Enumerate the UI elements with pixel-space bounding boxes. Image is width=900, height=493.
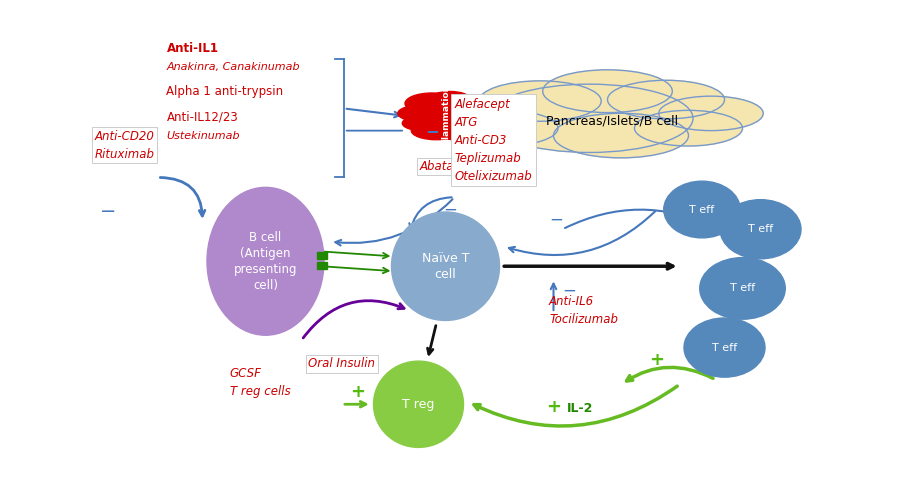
Text: +: + xyxy=(546,398,561,416)
Ellipse shape xyxy=(700,257,785,319)
Text: Anti-IL12/23: Anti-IL12/23 xyxy=(166,111,238,124)
Text: Alpha 1 anti-trypsin: Alpha 1 anti-trypsin xyxy=(166,85,284,98)
Text: +: + xyxy=(650,351,664,369)
Ellipse shape xyxy=(720,200,801,259)
Ellipse shape xyxy=(479,81,601,121)
Ellipse shape xyxy=(634,110,742,146)
Text: Pancreas/Islets/B cell: Pancreas/Islets/B cell xyxy=(546,114,678,127)
Text: Anti-IL6
Tocilizumab: Anti-IL6 Tocilizumab xyxy=(549,295,618,326)
Text: T eff: T eff xyxy=(689,205,715,214)
Ellipse shape xyxy=(405,93,459,114)
Ellipse shape xyxy=(411,122,462,140)
Ellipse shape xyxy=(402,116,444,131)
Text: T eff: T eff xyxy=(748,224,773,234)
Text: Oral Insulin: Oral Insulin xyxy=(309,357,375,370)
Bar xyxy=(317,252,327,259)
Text: +: + xyxy=(350,383,365,401)
Ellipse shape xyxy=(398,106,443,121)
Bar xyxy=(317,262,327,269)
Text: T eff: T eff xyxy=(712,343,737,352)
Ellipse shape xyxy=(392,212,500,320)
Ellipse shape xyxy=(207,187,324,335)
Ellipse shape xyxy=(374,361,464,448)
Text: Anti-CD20
Rituximab: Anti-CD20 Rituximab xyxy=(94,130,155,161)
Text: Abatacept: Abatacept xyxy=(419,160,481,173)
Ellipse shape xyxy=(446,108,491,124)
Text: −: − xyxy=(443,201,457,218)
Text: −: − xyxy=(562,282,576,300)
Text: IL-2: IL-2 xyxy=(567,402,593,415)
Text: Anakinra, Canakinumab: Anakinra, Canakinumab xyxy=(166,62,300,72)
Text: T reg: T reg xyxy=(402,398,435,411)
Ellipse shape xyxy=(438,97,489,115)
Text: Alefacept
ATG
Anti-CD3
Teplizumab
Otelixizumab: Alefacept ATG Anti-CD3 Teplizumab Otelix… xyxy=(454,98,532,183)
Ellipse shape xyxy=(659,96,763,131)
Text: GCSF
T reg cells: GCSF T reg cells xyxy=(230,367,290,398)
Text: Ustekinumab: Ustekinumab xyxy=(166,131,240,141)
Ellipse shape xyxy=(543,70,672,112)
Ellipse shape xyxy=(664,181,740,238)
Text: B cell
(Antigen
presenting
cell): B cell (Antigen presenting cell) xyxy=(234,231,297,292)
Ellipse shape xyxy=(430,92,470,106)
Ellipse shape xyxy=(436,97,536,130)
Text: Inflammation: Inflammation xyxy=(441,84,450,152)
Ellipse shape xyxy=(554,113,688,158)
Text: T eff: T eff xyxy=(730,283,755,293)
Text: −: − xyxy=(549,211,563,228)
Text: Anti-IL1: Anti-IL1 xyxy=(166,42,219,55)
Ellipse shape xyxy=(450,110,558,146)
Text: Naïve T
cell: Naïve T cell xyxy=(422,252,469,281)
Ellipse shape xyxy=(436,124,482,140)
Ellipse shape xyxy=(608,80,724,119)
Ellipse shape xyxy=(684,318,765,377)
Text: −: − xyxy=(425,122,439,140)
Ellipse shape xyxy=(410,106,482,131)
Text: −: − xyxy=(100,203,116,221)
Ellipse shape xyxy=(486,84,693,152)
